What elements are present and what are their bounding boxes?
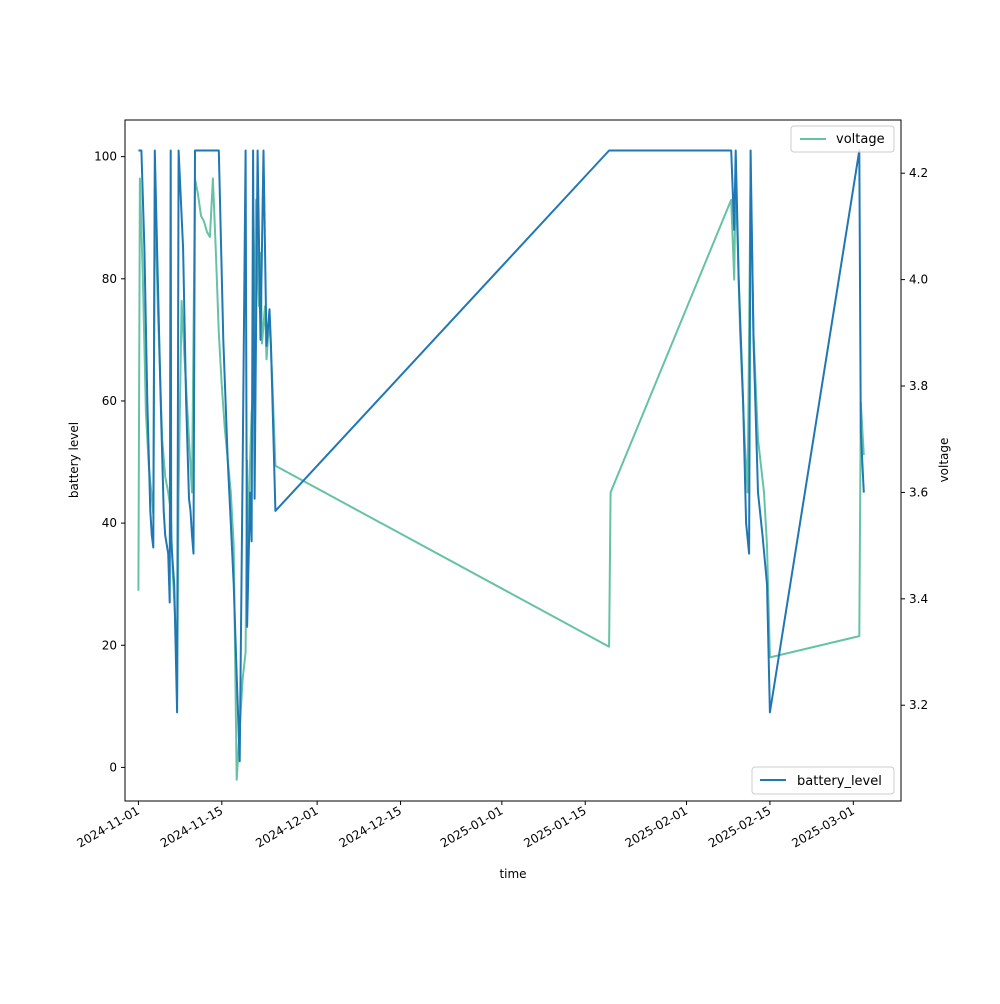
- y-right-tick-label: 3.6: [909, 485, 928, 499]
- y-right-tick-label: 3.4: [909, 592, 928, 606]
- x-axis-title: time: [499, 867, 526, 881]
- y-right-tick-label: 4.0: [909, 273, 928, 287]
- legend-battery-level-label: battery_level: [797, 774, 882, 789]
- plot-frame: [124, 119, 902, 802]
- legend-voltage: voltage: [790, 125, 895, 153]
- legend-battery-level: battery_level: [751, 766, 895, 795]
- y-left-tick-label: 100: [94, 150, 117, 164]
- y-left-tick-label: 40: [102, 516, 117, 530]
- y-left-tick-label: 20: [102, 638, 117, 652]
- legend-battery-level-box: [751, 766, 895, 795]
- y-right-tick-label: 3.2: [909, 698, 928, 712]
- y-axis-right: 3.2 3.4 3.6 3.8 4.0 4.2: [901, 166, 928, 712]
- y-right-tick-label: 4.2: [909, 166, 928, 180]
- series-layer: [137, 149, 865, 781]
- y-left-tick-label: 60: [102, 394, 117, 408]
- legend-voltage-label: voltage: [836, 132, 885, 147]
- y-left-tick-label: 0: [109, 760, 117, 774]
- legend-voltage-box: [790, 125, 895, 153]
- y-right-tick-label: 3.8: [909, 379, 928, 393]
- y-axis-left: 0 20 40 60 80 100: [94, 150, 125, 774]
- y-left-tick-label: 80: [102, 272, 117, 286]
- y-axis-right-title: voltage: [937, 438, 951, 483]
- series-line-battery-level: [138, 149, 865, 763]
- y-axis-left-title: battery level: [67, 422, 81, 498]
